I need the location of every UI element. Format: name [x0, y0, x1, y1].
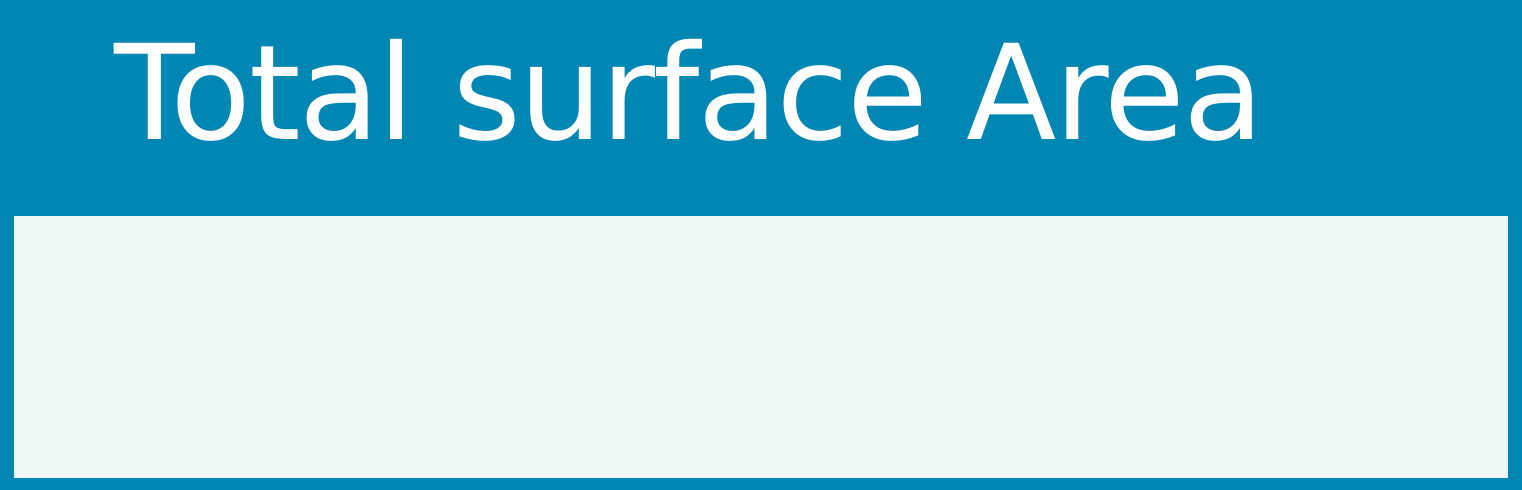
answer-input-box[interactable] — [14, 216, 1508, 478]
card-header: Total surface Area — [2, 2, 1520, 206]
card-title: Total surface Area — [114, 17, 1264, 171]
